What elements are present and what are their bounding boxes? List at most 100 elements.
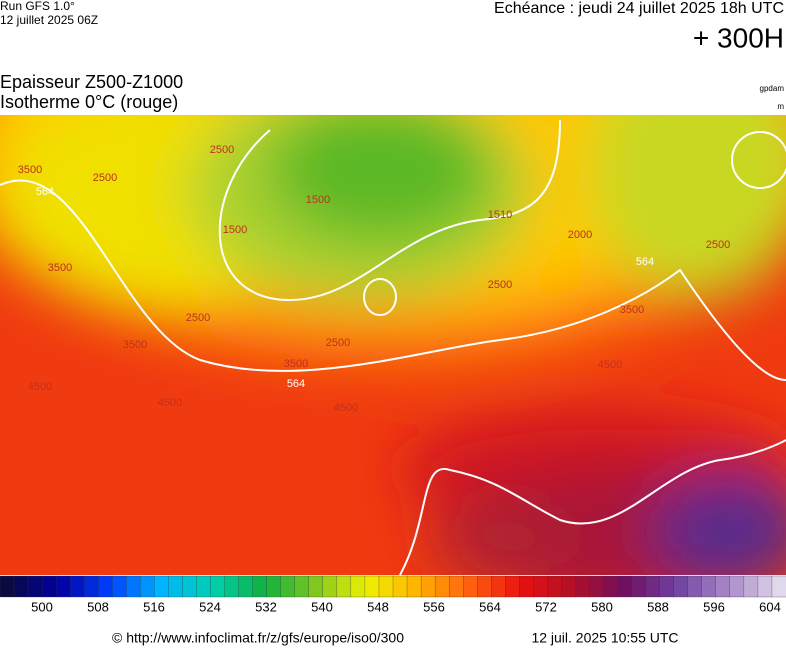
colorbar-label: 532 — [255, 599, 277, 614]
colorbar-label: 556 — [423, 599, 445, 614]
colorbar-swatch — [364, 575, 380, 598]
colorbar-swatch — [126, 575, 142, 598]
colorbar-swatch — [70, 575, 85, 598]
colorbar-swatch — [505, 575, 520, 598]
colorbar-swatch — [84, 575, 99, 598]
colorbar-label: 596 — [703, 599, 725, 614]
contour-label: 1510 — [488, 209, 512, 221]
colorbar-swatch — [378, 575, 394, 598]
colorbar-label: 540 — [311, 599, 333, 614]
title: Epaisseur Z500-Z1000 — [0, 72, 183, 92]
contour-label: 2500 — [210, 144, 234, 156]
contour-label: 2500 — [93, 172, 117, 184]
colorbar-swatch — [41, 575, 57, 598]
colorbar-label: 548 — [367, 599, 389, 614]
colorbar-label: 524 — [199, 599, 221, 614]
colorbar-label: 500 — [31, 599, 53, 614]
colorbar-swatch — [392, 575, 408, 598]
contour-label: 4500 — [158, 397, 182, 409]
colorbar-swatch — [561, 575, 577, 598]
colorbar-swatch — [224, 575, 240, 598]
colorbar-swatch — [533, 575, 549, 598]
run-date: 12 juillet 2025 06Z — [0, 13, 98, 27]
colorbar-swatch — [294, 575, 310, 598]
colorbar-swatch — [280, 575, 296, 598]
unit: gpdam — [760, 84, 785, 93]
colorbar-swatch — [729, 575, 745, 598]
colorbar-swatch — [252, 575, 268, 598]
colorbar-swatch — [631, 575, 647, 598]
colorbar-swatch — [266, 575, 282, 598]
contour-label: 4500 — [28, 381, 52, 393]
colorbar-swatch — [463, 575, 478, 598]
colorbar-label: 604 — [759, 599, 781, 614]
lead-time: + 300H — [693, 22, 784, 53]
colorbar-swatch — [350, 575, 366, 598]
contour-label: 2500 — [326, 337, 350, 349]
source: © http://www.infoclimat.fr/z/gfs/europe/… — [112, 630, 404, 646]
colorbar-swatch — [687, 575, 703, 598]
contour-label: 2500 — [488, 279, 512, 291]
timestamp: 12 juil. 2025 10:55 UTC — [531, 630, 678, 646]
colorbar-swatch — [112, 575, 127, 598]
colorbar-swatch — [0, 575, 15, 598]
colorbar-swatch — [238, 575, 254, 598]
colorbar-swatch — [168, 575, 184, 598]
colorbar-swatch — [589, 575, 605, 598]
contour-label: 2500 — [706, 239, 730, 251]
colorbar-swatch — [701, 575, 717, 598]
colorbar-swatch — [308, 575, 324, 598]
contour-label: 4500 — [334, 402, 358, 414]
colorbar-swatch — [491, 575, 506, 598]
contour-label: 3500 — [18, 164, 42, 176]
colorbar-swatch — [27, 575, 43, 598]
colorbar-label: 516 — [143, 599, 165, 614]
colorbar-swatch — [673, 575, 689, 598]
colorbar-swatch — [659, 575, 675, 598]
contour-label: 3500 — [48, 262, 72, 274]
colorbar-swatch — [182, 575, 198, 598]
colorbar-label: 588 — [647, 599, 669, 614]
colorbar-swatch — [617, 575, 633, 598]
colorbar-swatch — [519, 575, 535, 598]
contour-label: 2500 — [186, 312, 210, 324]
contour-label: 3500 — [620, 304, 644, 316]
contour-label: 2000 — [568, 229, 592, 241]
colorbar-swatch — [336, 575, 352, 598]
colorbar-swatch — [645, 575, 661, 598]
colorbar-swatch — [210, 575, 226, 598]
contour-label: 3500 — [123, 339, 147, 351]
colorbar-swatch — [196, 575, 212, 598]
contour-label: 4500 — [598, 359, 622, 371]
colorbar-swatch — [743, 575, 759, 598]
colorbar-swatch — [434, 575, 450, 598]
contour-label: 1500 — [306, 194, 330, 206]
colorbar-swatch — [715, 575, 731, 598]
colorbar-swatch — [575, 575, 591, 598]
colorbar-label: 508 — [87, 599, 109, 614]
contour-label: 1500 — [223, 224, 247, 236]
colorbar-label: 580 — [591, 599, 613, 614]
colorbar-swatch — [420, 575, 436, 598]
subtitle: Isotherme 0°C (rouge) — [0, 92, 178, 112]
colorbar-swatch — [477, 575, 492, 598]
colorbar-swatch — [771, 575, 786, 598]
colorbar-label: 564 — [479, 599, 501, 614]
colorbar-swatch — [140, 575, 156, 598]
colorbar-swatch — [55, 575, 71, 598]
colorbar-swatch — [448, 575, 464, 598]
contour-label: 564 — [287, 378, 305, 390]
contour-label: 564 — [36, 186, 54, 198]
colorbar-swatch — [13, 575, 29, 598]
colorbar-label: 572 — [535, 599, 557, 614]
run: Run GFS 1.0° — [0, 0, 75, 13]
valid-time: Echéance : jeudi 24 juillet 2025 18h UTC — [494, 0, 784, 17]
contour-label: 3500 — [284, 358, 308, 370]
colorbar-swatch — [406, 575, 422, 598]
contour-label: 564 — [636, 256, 654, 268]
colorbar-swatch — [603, 575, 619, 598]
colorbar-swatch — [547, 575, 563, 598]
unit: m — [777, 102, 784, 111]
colorbar-swatch — [322, 575, 338, 598]
